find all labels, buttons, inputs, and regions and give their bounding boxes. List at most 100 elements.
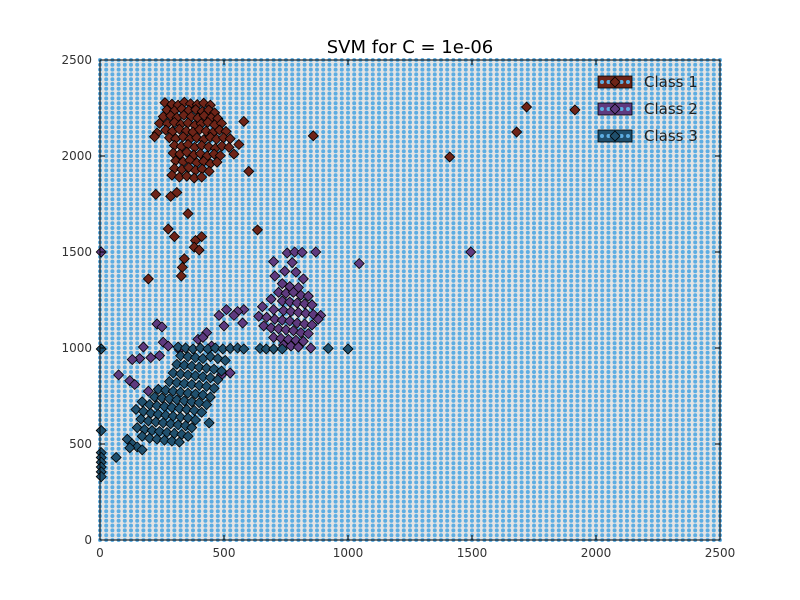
region-dot: [104, 485, 109, 490]
region-dot: [277, 370, 282, 374]
region-dot: [327, 451, 332, 456]
region-dot: [358, 350, 363, 355]
region-dot: [389, 144, 394, 149]
region-dot: [370, 77, 375, 82]
region-dot: [277, 451, 282, 456]
region-dot: [160, 197, 164, 202]
region-dot: [135, 168, 140, 173]
region-dot: [401, 451, 406, 456]
region-dot: [153, 523, 158, 528]
region-dot: [339, 154, 344, 158]
region-dot: [203, 202, 208, 206]
region-dot: [122, 490, 127, 494]
region-dot: [339, 370, 344, 374]
region-dot: [401, 514, 406, 518]
region-dot: [253, 178, 257, 182]
region-dot: [246, 283, 251, 288]
region-dot: [104, 115, 109, 120]
region-dot: [259, 120, 264, 125]
region-dot: [129, 110, 133, 115]
region-dot: [364, 379, 369, 384]
region-dot: [209, 62, 214, 67]
region-dot: [104, 254, 109, 259]
region-dot: [364, 283, 369, 288]
region-dot: [383, 480, 388, 485]
region-dot: [339, 163, 344, 168]
region-dot: [215, 331, 220, 336]
region-dot: [116, 91, 121, 96]
region-dot: [234, 336, 239, 341]
region-dot: [358, 355, 363, 360]
region-dot: [240, 197, 245, 202]
region-dot: [240, 288, 245, 293]
region-dot: [364, 230, 369, 235]
region-dot: [308, 480, 313, 485]
region-dot: [246, 379, 251, 384]
region-dot: [141, 475, 146, 480]
region-dot: [284, 389, 288, 394]
region-dot: [234, 427, 239, 432]
region-dot: [191, 490, 195, 494]
region-dot: [178, 509, 183, 514]
region-dot: [234, 389, 239, 394]
region-dot: [234, 274, 239, 278]
region-dot: [346, 192, 350, 197]
region-dot: [265, 163, 270, 168]
region-dot: [271, 470, 276, 475]
region-dot: [296, 197, 301, 202]
region-dot: [209, 211, 214, 216]
region-dot: [122, 72, 127, 77]
region-dot: [302, 178, 307, 182]
region-dot: [308, 432, 313, 437]
region-dot: [370, 446, 375, 451]
region-dot: [166, 365, 171, 370]
region-dot: [401, 485, 406, 490]
region-dot: [228, 274, 233, 278]
region-dot: [333, 125, 338, 130]
region-dot: [122, 149, 127, 154]
region-dot: [333, 346, 338, 350]
region-dot: [352, 504, 357, 509]
region-dot: [116, 173, 121, 178]
region-dot: [389, 490, 394, 494]
region-dot: [147, 202, 152, 206]
region-dot: [389, 154, 394, 158]
region-dot: [364, 149, 369, 154]
region-dot: [395, 494, 400, 499]
region-dot: [395, 461, 400, 466]
region-dot: [277, 398, 282, 403]
region-dot: [104, 374, 109, 379]
region-dot: [122, 341, 127, 346]
region-dot: [358, 245, 363, 250]
region-dot: [122, 197, 127, 202]
region-dot: [315, 370, 319, 374]
region-dot: [240, 422, 245, 427]
region-dot: [383, 254, 388, 259]
region-dot: [141, 91, 146, 96]
region-dot: [315, 221, 319, 226]
region-dot: [327, 274, 332, 278]
region-dot: [153, 110, 158, 115]
region-dot: [389, 413, 394, 418]
region-dot: [395, 221, 400, 226]
region-dot: [284, 62, 288, 67]
region-dot: [191, 437, 195, 442]
region-dot: [253, 264, 257, 269]
region-dot: [358, 211, 363, 216]
region-dot: [110, 163, 115, 168]
region-dot: [228, 298, 233, 302]
region-dot: [383, 370, 388, 374]
region-dot: [333, 211, 338, 216]
region-dot: [265, 240, 270, 245]
region-dot: [246, 226, 251, 230]
region-dot: [296, 490, 301, 494]
region-dot: [271, 250, 276, 254]
region-dot: [197, 475, 202, 480]
region-dot: [401, 518, 406, 523]
region-dot: [222, 168, 226, 173]
region-dot: [277, 230, 282, 235]
region-dot: [308, 91, 313, 96]
region-dot: [147, 211, 152, 216]
region-dot: [228, 437, 233, 442]
region-dot: [222, 110, 226, 115]
